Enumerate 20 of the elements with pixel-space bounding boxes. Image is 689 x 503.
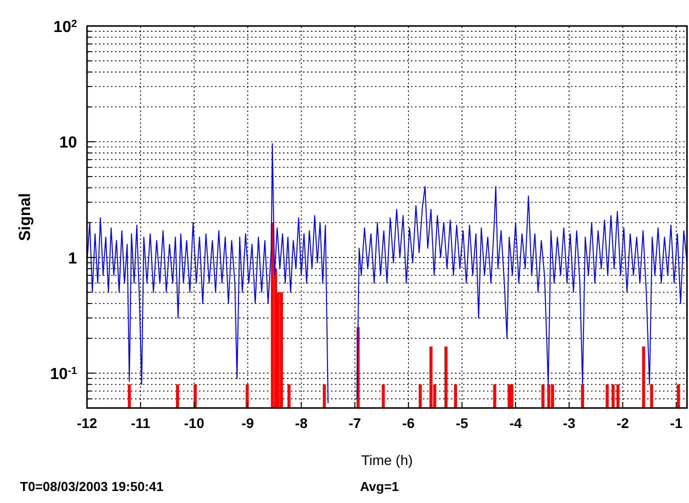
x-tick-label: -9 bbox=[241, 415, 254, 431]
text: T0=08/03/2003 19:50:41 bbox=[20, 479, 164, 494]
x-tick-label: -5 bbox=[456, 415, 468, 431]
x-tick-label: -10 bbox=[184, 415, 204, 431]
x-tick-label: -1 bbox=[670, 415, 683, 431]
x-axis-title: Time (h) bbox=[361, 452, 413, 468]
y-tick-label: 10 bbox=[59, 134, 78, 152]
x-tick-label: -8 bbox=[295, 415, 308, 431]
x-tick-label: -2 bbox=[616, 415, 630, 431]
x-tick-label: -11 bbox=[130, 415, 151, 431]
x-tick-label: -12 bbox=[76, 415, 98, 431]
x-tick-label: -4 bbox=[509, 415, 522, 431]
y-tick-label: 10$^{2}$ bbox=[53, 18, 78, 36]
y-axis-title: Signal bbox=[17, 192, 34, 242]
x-tick-label: -7 bbox=[348, 415, 362, 431]
y-tick-label: 10$^{-1}$ bbox=[50, 366, 78, 384]
x-tick-label: -6 bbox=[402, 415, 415, 431]
text: Avg=1 bbox=[360, 479, 399, 494]
y-tick-label: 1 bbox=[68, 250, 78, 268]
x-tick-label: -3 bbox=[562, 415, 576, 431]
